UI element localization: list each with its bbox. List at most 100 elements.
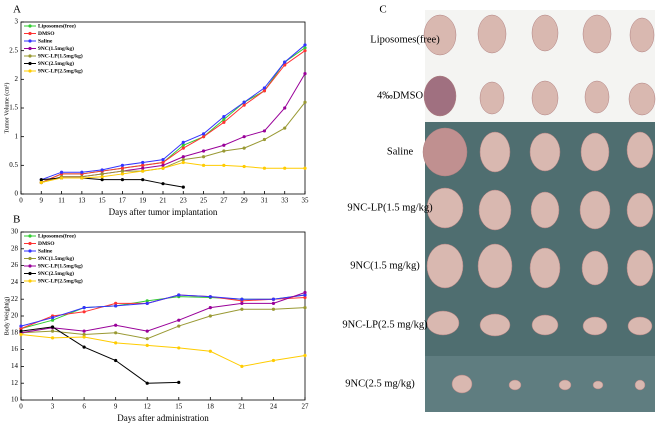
legend-label: 9NC-LP(1.5mg/kg): [38, 52, 83, 59]
point: [262, 89, 267, 93]
x-tick-label: 24: [270, 403, 278, 411]
legend-label: DMSO: [38, 241, 55, 247]
x-tick-label: 0: [19, 197, 23, 205]
row-label: 4‰DMSO: [377, 90, 424, 101]
point: [19, 327, 23, 331]
point: [271, 301, 276, 305]
point: [222, 115, 226, 119]
point: [201, 149, 206, 153]
point: [201, 135, 206, 139]
x-tick-label: 17: [119, 197, 127, 205]
point: [141, 178, 145, 182]
legend-marker: [28, 256, 32, 261]
legend-label: Saline: [38, 38, 53, 44]
point: [120, 166, 125, 170]
legend-label: DMSO: [38, 31, 55, 37]
point: [114, 341, 118, 345]
point: [262, 137, 267, 142]
x-tick-label: 12: [144, 403, 152, 411]
x-tick-label: 13: [78, 197, 86, 205]
point: [201, 163, 206, 167]
point: [303, 72, 307, 76]
point: [240, 301, 244, 305]
point: [100, 172, 104, 176]
y-tick-label: 10: [11, 396, 19, 404]
point: [80, 176, 84, 180]
point: [177, 293, 181, 297]
x-tick-label: 27: [302, 403, 310, 411]
x-tick-label: 6: [82, 403, 86, 411]
x-tick-label: 0: [19, 403, 23, 411]
legend-label: 9NC-LP(1.5mg/kg): [38, 262, 83, 269]
y-tick-label: 14: [11, 362, 19, 370]
point: [59, 176, 64, 180]
point: [242, 100, 246, 104]
legend-label: Liposomes(free): [38, 232, 76, 239]
point: [177, 380, 181, 384]
x-tick-label: 19: [139, 197, 147, 205]
point: [181, 155, 185, 159]
point: [271, 358, 276, 363]
point: [242, 103, 246, 107]
legend-marker: [28, 279, 32, 283]
point: [303, 49, 307, 53]
point: [161, 163, 165, 167]
legend-marker: [28, 249, 32, 253]
point: [222, 149, 226, 153]
series-line: [20, 292, 306, 334]
point: [145, 329, 149, 333]
series-line: [41, 161, 305, 184]
point: [283, 60, 287, 64]
point: [114, 301, 118, 305]
series-line: [20, 333, 306, 367]
legend-marker: [28, 46, 32, 51]
legend-label: 9NC(1.5mg/kg): [38, 255, 74, 262]
x-tick-label: 31: [261, 197, 269, 205]
point: [50, 325, 55, 329]
legend-marker: [28, 271, 32, 276]
x-tick-label: 9: [40, 197, 44, 205]
panel-label: C: [379, 4, 386, 16]
point: [177, 318, 181, 322]
y-tick-label: 22: [11, 295, 19, 303]
point: [283, 126, 287, 130]
point: [82, 306, 86, 310]
series-line: [20, 294, 306, 330]
point: [181, 140, 185, 144]
y-tick-label: 20: [11, 312, 19, 320]
point: [114, 304, 118, 308]
row-label: 9NC(1.5 mg/kg): [350, 260, 420, 271]
point: [303, 295, 307, 300]
x-tick-label: 23: [180, 197, 188, 205]
point: [181, 160, 185, 165]
point: [50, 329, 55, 333]
point: [100, 175, 104, 179]
point: [303, 100, 307, 104]
legend-marker: [28, 24, 32, 28]
x-tick-label: 21: [238, 403, 246, 411]
panel-label: A: [13, 4, 21, 16]
y-tick-label: 30: [11, 228, 19, 236]
point: [303, 46, 307, 50]
point: [145, 299, 149, 303]
point: [262, 86, 267, 90]
x-tick-label: 15: [99, 197, 107, 205]
y-tick-label: 2.5: [9, 46, 18, 54]
x-tick-label: 9: [114, 403, 118, 411]
point: [50, 336, 55, 340]
row-label: 9NC-LP(2.5 mg/kg): [342, 319, 428, 330]
point: [222, 120, 226, 124]
point: [161, 160, 165, 165]
point: [145, 343, 149, 347]
point: [222, 143, 226, 147]
point: [100, 178, 104, 182]
row-label: 9NC-LP(1.5 mg/kg): [347, 202, 433, 213]
y-tick-label: 24: [11, 278, 19, 286]
point: [283, 106, 287, 110]
point: [181, 158, 185, 162]
point: [262, 129, 267, 133]
y-tick-label: 0: [15, 190, 19, 198]
point: [39, 180, 43, 185]
point: [242, 135, 246, 139]
point: [222, 163, 226, 167]
